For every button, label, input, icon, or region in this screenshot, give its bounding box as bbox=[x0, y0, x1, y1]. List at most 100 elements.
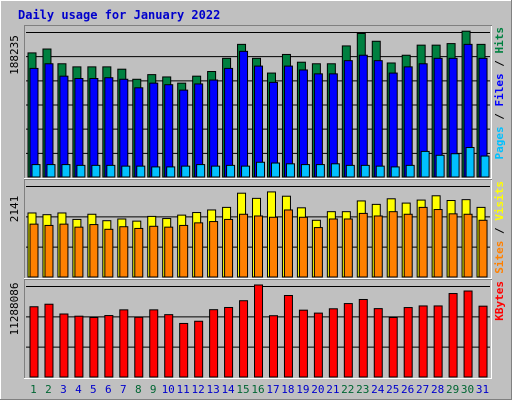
legend-entry-2: Visits bbox=[493, 181, 506, 221]
day-labels: 1 2 3 4 5 6 7 8 9 10 11 12 13 14 15 16 17 18 19 20 21 22 23 24 2… bbox=[30, 383, 489, 396]
day-label-8: 8 bbox=[135, 383, 142, 396]
bar-pages-day-20 bbox=[315, 164, 325, 178]
bar-kbytes-day-26 bbox=[403, 307, 413, 378]
day-label-29: 29 bbox=[446, 383, 459, 396]
bar-kbytes-day-18 bbox=[283, 294, 293, 378]
day-label-10: 10 bbox=[162, 383, 175, 396]
bar-kbytes-day-12 bbox=[194, 320, 204, 378]
day-label-5: 5 bbox=[90, 383, 97, 396]
bar-sites-day-21 bbox=[328, 218, 338, 278]
bar-pages-day-26 bbox=[405, 164, 415, 178]
bar-sites-day-17 bbox=[268, 216, 278, 278]
bar-sites-day-6 bbox=[104, 228, 114, 278]
bar-kbytes-day-22 bbox=[343, 303, 353, 378]
panel-legend: Sites / Visits bbox=[493, 181, 506, 274]
bar-sites-day-26 bbox=[403, 213, 413, 278]
bar-pages-day-8 bbox=[136, 165, 146, 178]
bar-pages-day-6 bbox=[106, 164, 116, 178]
legend-entry-3: / bbox=[493, 54, 506, 74]
bar-files-day-22 bbox=[343, 60, 353, 178]
bar-sites-day-29 bbox=[448, 213, 458, 278]
bar-pages-day-5 bbox=[91, 164, 101, 178]
bar-pages-day-16 bbox=[256, 161, 266, 178]
bar-kbytes-day-5 bbox=[89, 317, 99, 378]
bar-sites-day-23 bbox=[358, 212, 368, 278]
bar-files-day-3 bbox=[59, 75, 69, 178]
bar-sites-day-30 bbox=[463, 213, 473, 278]
series-files bbox=[29, 43, 488, 178]
legend-entry-4: Hits bbox=[493, 27, 506, 54]
bar-sites-day-25 bbox=[388, 211, 398, 278]
bar-pages-day-9 bbox=[151, 166, 161, 178]
bar-pages-day-13 bbox=[211, 165, 221, 178]
bar-kbytes-day-2 bbox=[44, 303, 54, 378]
bar-sites-day-1 bbox=[29, 223, 39, 278]
bar-pages-day-17 bbox=[270, 162, 280, 178]
bar-sites-day-2 bbox=[44, 224, 54, 278]
panel-legend: Pages / Files / Hits bbox=[493, 27, 506, 160]
bar-sites-day-24 bbox=[373, 215, 383, 278]
bar-pages-day-1 bbox=[31, 164, 41, 178]
legend-entry-2: Files bbox=[493, 73, 506, 106]
series-sites bbox=[29, 206, 488, 278]
bar-sites-day-9 bbox=[149, 225, 159, 278]
bar-kbytes-day-19 bbox=[298, 309, 308, 378]
panels-layer: 188235 Pages / Files / Hits 2141 Sites / Vi… bbox=[8, 25, 506, 379]
bar-sites-day-8 bbox=[134, 227, 144, 278]
day-label-14: 14 bbox=[221, 383, 235, 396]
day-label-11: 11 bbox=[177, 383, 190, 396]
bar-pages-day-4 bbox=[76, 164, 86, 178]
bar-files-day-1 bbox=[29, 67, 39, 178]
bar-kbytes-day-28 bbox=[433, 305, 443, 378]
bar-kbytes-day-27 bbox=[418, 305, 428, 378]
bar-pages-day-2 bbox=[46, 164, 56, 178]
day-label-26: 26 bbox=[401, 383, 414, 396]
bar-kbytes-day-15 bbox=[239, 300, 249, 378]
bar-kbytes-day-8 bbox=[134, 316, 144, 378]
day-label-6: 6 bbox=[105, 383, 112, 396]
day-label-2: 2 bbox=[45, 383, 52, 396]
panel-legend: KBytes bbox=[493, 281, 506, 321]
bar-pages-day-18 bbox=[285, 163, 295, 178]
bar-files-day-2 bbox=[44, 63, 54, 178]
panel-visits-sites: 2141 Sites / Visits bbox=[8, 179, 506, 279]
chart-title: Daily usage for January 2022 bbox=[18, 8, 220, 22]
bar-sites-day-28 bbox=[433, 209, 443, 278]
day-label-23: 23 bbox=[356, 383, 369, 396]
bar-sites-day-18 bbox=[283, 209, 293, 278]
bar-pages-day-23 bbox=[360, 164, 370, 178]
bar-files-day-16 bbox=[254, 65, 264, 178]
day-label-28: 28 bbox=[431, 383, 444, 396]
bar-kbytes-day-17 bbox=[268, 315, 278, 378]
day-label-18: 18 bbox=[281, 383, 294, 396]
bar-pages-day-7 bbox=[121, 165, 131, 178]
bar-pages-day-11 bbox=[181, 165, 191, 178]
panel-kbytes: 11288086 KBytes bbox=[8, 279, 506, 379]
day-label-13: 13 bbox=[206, 383, 219, 396]
bar-files-day-24 bbox=[373, 60, 383, 178]
bar-files-day-4 bbox=[74, 77, 84, 178]
bar-sites-day-13 bbox=[209, 221, 219, 278]
day-label-21: 21 bbox=[326, 383, 339, 396]
bar-files-day-21 bbox=[328, 73, 338, 178]
bar-sites-day-5 bbox=[89, 224, 99, 278]
bar-pages-day-3 bbox=[61, 164, 71, 178]
bar-pages-day-31 bbox=[480, 155, 490, 178]
bar-kbytes-day-31 bbox=[478, 305, 488, 378]
bar-files-day-9 bbox=[149, 82, 159, 178]
bar-sites-day-10 bbox=[164, 226, 174, 278]
bar-sites-day-16 bbox=[254, 215, 264, 278]
bar-kbytes-day-16 bbox=[254, 284, 264, 378]
day-label-9: 9 bbox=[150, 383, 157, 396]
bar-pages-day-27 bbox=[420, 150, 430, 178]
bar-files-day-14 bbox=[224, 67, 234, 178]
bar-kbytes-day-4 bbox=[74, 315, 84, 378]
day-label-22: 22 bbox=[341, 383, 354, 396]
max-value-label: 2141 bbox=[8, 196, 21, 223]
bar-files-day-11 bbox=[179, 89, 189, 178]
panel-hits-files-pages: 188235 Pages / Files / Hits bbox=[8, 25, 506, 179]
day-label-16: 16 bbox=[251, 383, 264, 396]
day-label-15: 15 bbox=[236, 383, 249, 396]
